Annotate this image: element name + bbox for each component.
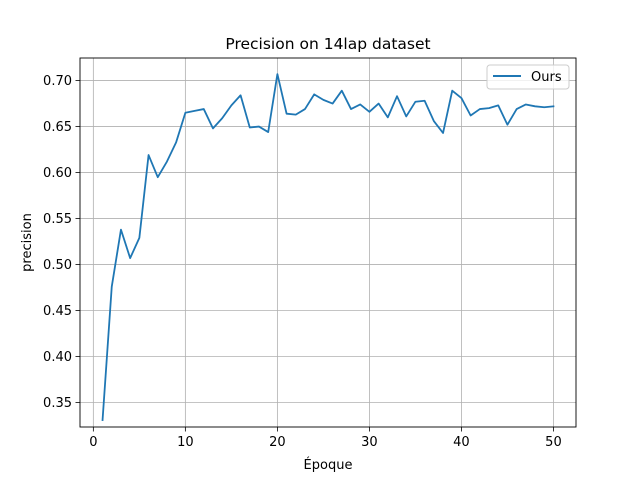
grid [80,58,576,427]
chart-title: Precision on 14lap dataset [225,35,430,53]
x-tick-label: 40 [453,435,470,450]
legend-entry-ours: Ours [531,70,562,85]
x-tick-label: 20 [269,435,286,450]
y-tick-label: 0.35 [43,396,72,411]
legend: Ours [486,64,570,90]
x-tick-label: 10 [177,435,194,450]
y-tick-label: 0.60 [43,166,72,181]
y-axis-label: precision [20,213,35,272]
y-tick-label: 0.70 [43,74,72,89]
legend-box [486,64,570,90]
y-tick-label: 0.50 [43,258,72,273]
y-tick-label: 0.45 [43,304,72,319]
x-axis-ticks: 0 10 20 30 40 50 [89,427,562,450]
y-tick-label: 0.55 [43,212,72,227]
y-axis-ticks: 0.35 0.40 0.45 0.50 0.55 0.60 0.65 0.70 [43,74,80,411]
y-tick-label: 0.65 [43,120,72,135]
plot-frame [79,57,577,428]
x-axis-label: Époque [304,457,353,473]
x-tick-label: 0 [89,435,97,450]
series-layer [101,73,555,422]
series-line-ours [101,73,555,422]
x-tick-label: 50 [545,435,562,450]
y-tick-label: 0.40 [43,350,72,365]
x-tick-label: 30 [361,435,378,450]
